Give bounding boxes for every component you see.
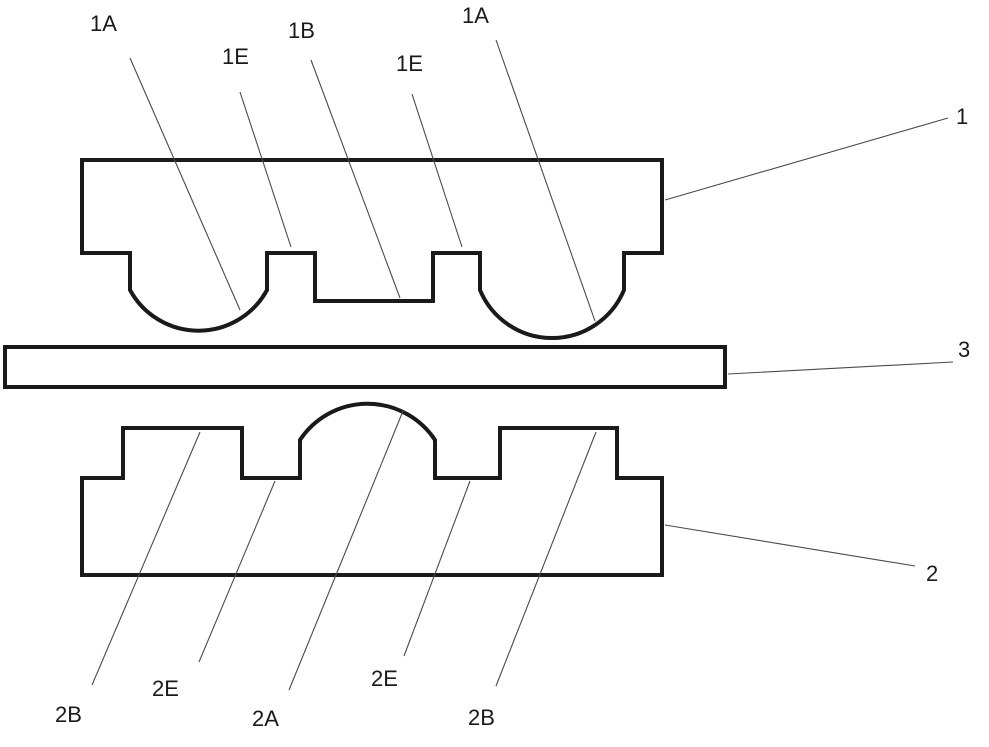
- label-part-2: 2: [926, 561, 938, 586]
- leader-2: [664, 524, 916, 567]
- label-2a: 2A: [252, 706, 279, 731]
- label-1a-right: 1A: [462, 3, 489, 28]
- label-1b: 1B: [288, 18, 315, 43]
- leader-2a: [288, 410, 404, 691]
- label-1e-right: 1E: [396, 51, 423, 76]
- sheet-workpiece: [3, 345, 727, 389]
- label-part-1: 1: [956, 104, 968, 129]
- leader-2b-right: [495, 431, 597, 687]
- leader-1: [664, 117, 949, 201]
- leader-2e-right: [403, 480, 471, 657]
- label-part-3: 3: [958, 337, 970, 362]
- lower-die: [80, 401, 664, 577]
- leader-1e-left: [239, 91, 292, 248]
- leader-3: [727, 361, 954, 375]
- label-2b-left: 2B: [55, 702, 82, 727]
- label-1e-left: 1E: [222, 44, 249, 69]
- leader-1a-right: [495, 39, 596, 322]
- label-2e-left: 2E: [152, 676, 179, 701]
- label-2b-right: 2B: [468, 705, 495, 730]
- leader-lines: [91, 39, 954, 691]
- leader-1a-left: [129, 57, 241, 311]
- leader-1e-right: [411, 93, 463, 248]
- label-1a-left: 1A: [90, 11, 117, 36]
- leader-2e-left: [198, 480, 276, 663]
- leader-2b-left: [91, 431, 201, 686]
- upper-die: [80, 158, 664, 340]
- callout-labels: 1A 1E 1B 1E 1A 1 3 2 2B 2E 2A 2E 2B: [55, 3, 970, 731]
- label-2e-right: 2E: [371, 666, 398, 691]
- leader-1b: [310, 59, 401, 299]
